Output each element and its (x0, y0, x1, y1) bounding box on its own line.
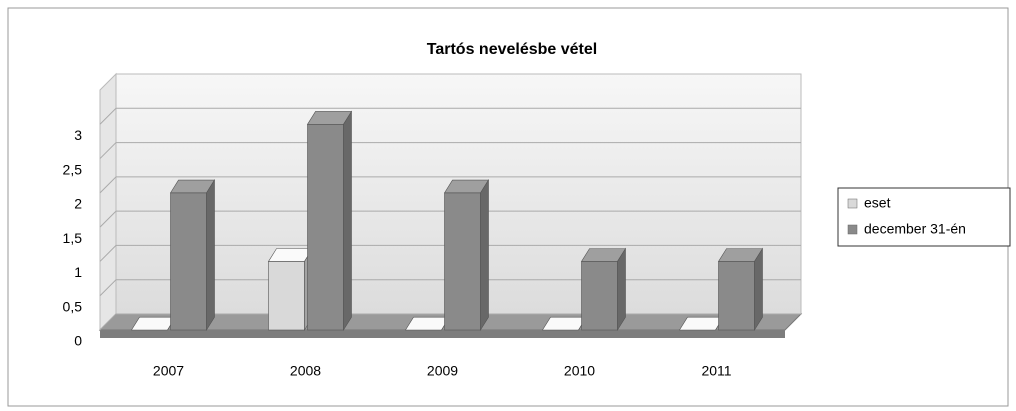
y-tick-label: 3 (74, 127, 82, 143)
legend (837, 187, 1011, 247)
x-tick-label: 2010 (564, 363, 595, 379)
bar-side (480, 179, 489, 332)
legend-swatch (847, 224, 858, 235)
grid-line (99, 313, 801, 331)
grid-line (99, 210, 801, 228)
bar-side (206, 179, 215, 332)
bar-front (444, 192, 481, 331)
grid-line (99, 244, 801, 262)
bar-side (343, 110, 352, 332)
legend-swatch (847, 198, 858, 209)
side-wall (99, 72, 117, 332)
bar-front (307, 123, 344, 331)
y-tick-label: 2 (74, 196, 82, 212)
x-tick-label: 2009 (427, 363, 458, 379)
bar-front (718, 261, 755, 331)
bar-front (581, 261, 618, 331)
y-tick-label: 0 (74, 333, 82, 349)
bar-front (268, 261, 305, 331)
chart-title: Tartós nevelésbe vétel (427, 41, 597, 58)
grid-line (99, 142, 801, 159)
legend-label: eset (864, 195, 891, 211)
grid-line (99, 279, 801, 297)
x-tick-label: 2007 (153, 363, 184, 379)
legend-label: december 31-én (864, 221, 966, 237)
x-tick-label: 2008 (290, 363, 321, 379)
y-tick-label: 1 (74, 264, 82, 280)
bar-side (617, 247, 626, 332)
y-tick-label: 2,5 (63, 161, 83, 177)
x-tick-label: 2011 (701, 363, 731, 379)
floor-front (100, 330, 785, 338)
bar-front (170, 192, 207, 331)
y-tick-label: 0,5 (63, 298, 83, 314)
grid-line (99, 176, 801, 194)
grid-line (99, 107, 801, 125)
y-tick-label: 1,5 (63, 230, 83, 246)
bar-side (754, 247, 763, 332)
